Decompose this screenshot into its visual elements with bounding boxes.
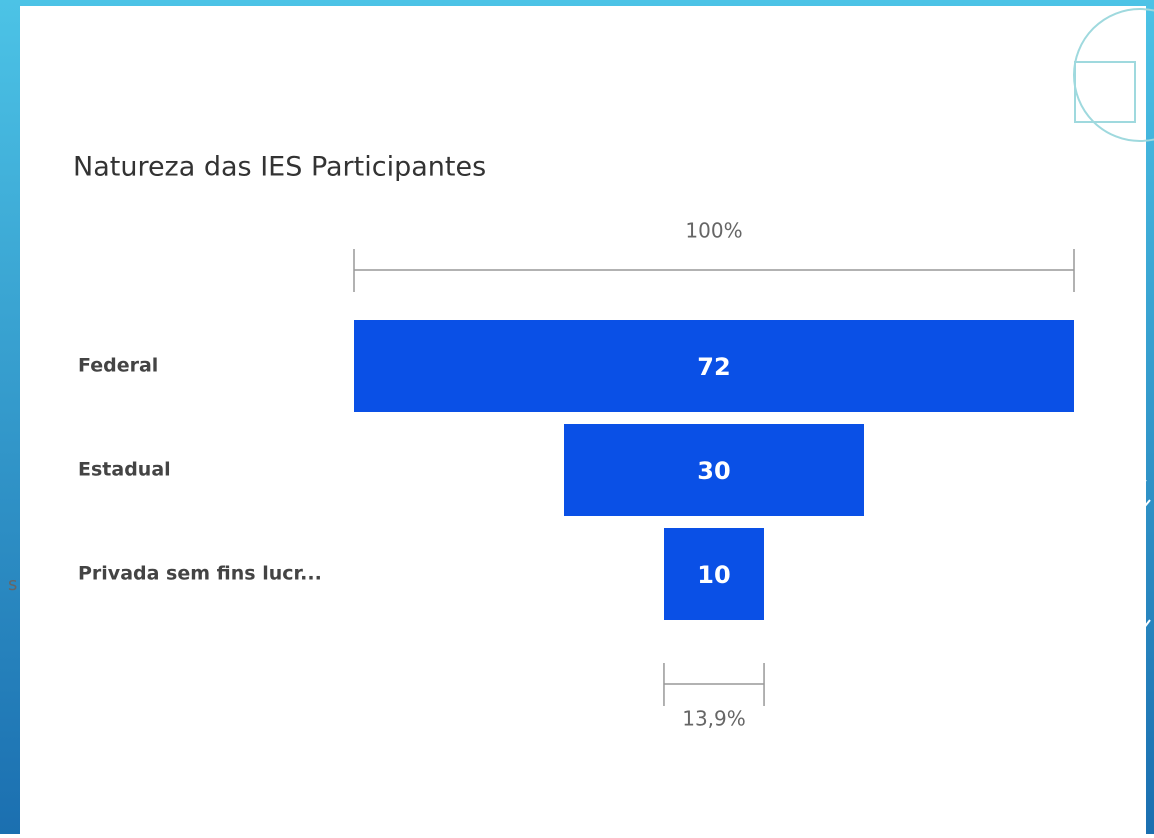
percent-label: 100% [685,219,742,243]
value-label: 72 [697,353,730,381]
decoration [1073,8,1154,661]
percent-bracket [353,249,1075,292]
percent-bracket [663,663,765,706]
value-label: 30 [697,457,730,485]
funnel-bar [354,320,1074,412]
category-label: Privada sem fins lucr... [78,563,322,585]
category-label: Federal [78,355,158,377]
chart-title: Natureza das IES Participantes [73,152,486,183]
funnel-bar [664,528,764,620]
percent-label: 13,9% [682,707,746,731]
value-label: 10 [697,561,730,589]
funnel-bar [564,424,864,516]
side-fragment: s [8,574,17,595]
panel [20,6,1146,834]
category-label: Estadual [78,459,171,481]
